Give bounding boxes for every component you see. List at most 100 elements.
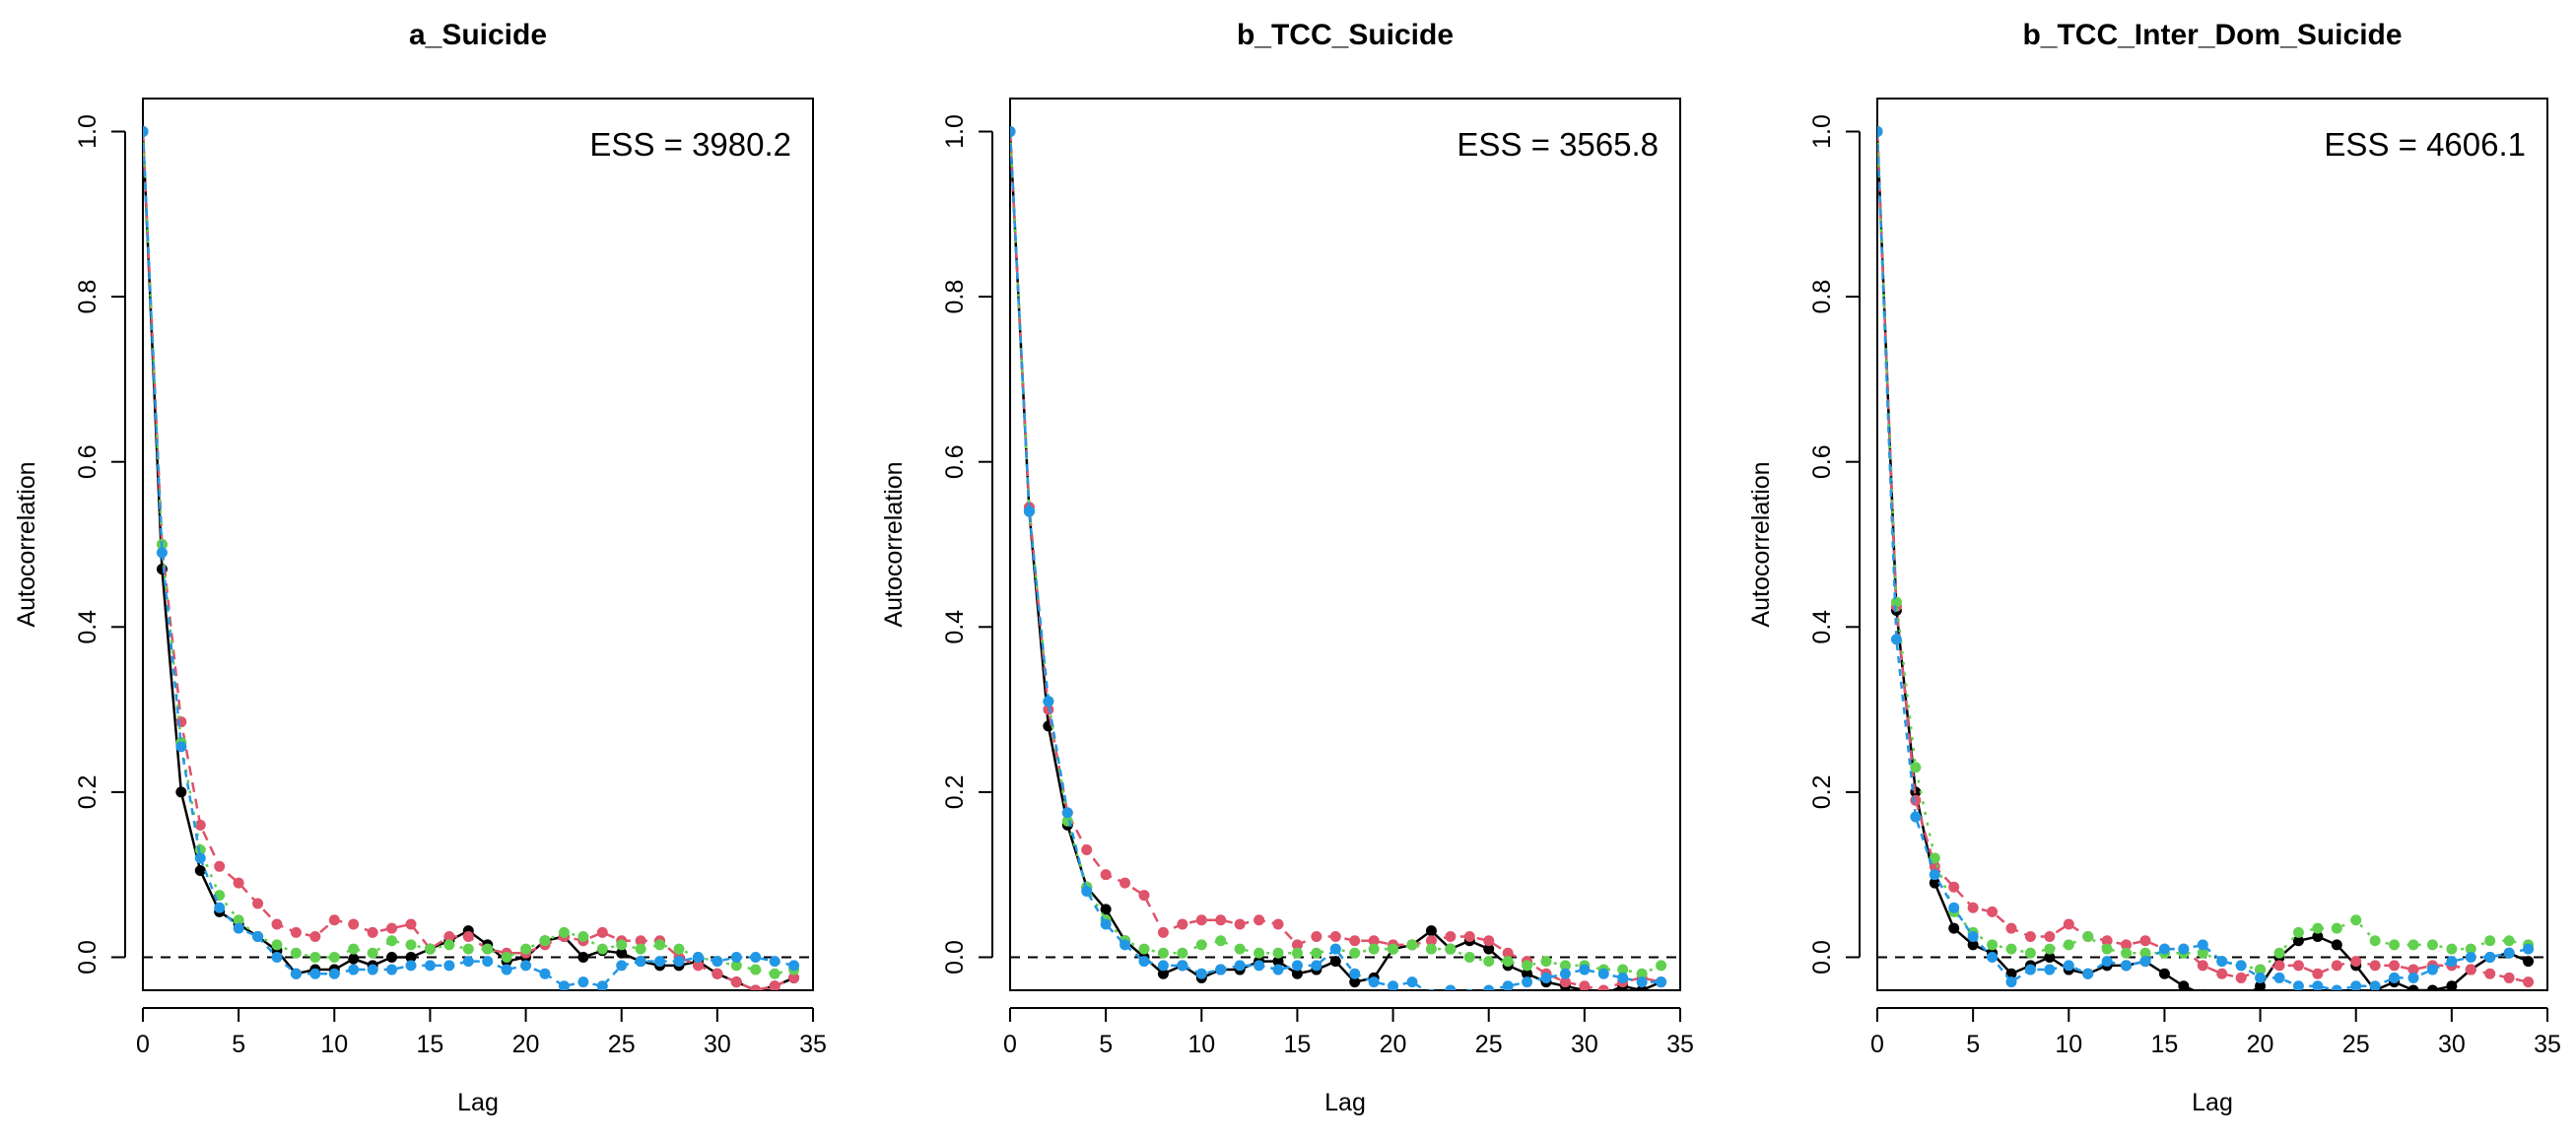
series-line (1877, 131, 2529, 990)
data-point (750, 964, 762, 975)
data-point (2312, 968, 2324, 979)
data-point (194, 819, 206, 831)
data-point (2369, 960, 2381, 972)
data-point (1910, 811, 1922, 823)
y-tick-label: 0.8 (941, 280, 969, 314)
data-point (252, 931, 264, 943)
data-point (309, 968, 321, 979)
data-point (2005, 922, 2017, 934)
data-point (328, 968, 340, 979)
x-tick-label: 20 (512, 1031, 540, 1058)
data-point (2044, 931, 2056, 943)
y-tick-label: 0.0 (74, 940, 102, 974)
data-point (654, 956, 666, 968)
data-point (2024, 964, 2036, 975)
x-axis: 0 5 10 15 20 25 30 35 (1003, 1007, 1694, 1058)
y-axis: 0.0 0.2 0.4 0.6 0.8 1.0 (941, 114, 993, 974)
data-point (558, 980, 570, 990)
data-point (2024, 931, 2036, 943)
data-point (2484, 968, 2496, 979)
x-tick-label: 0 (1003, 1031, 1017, 1058)
data-point (1656, 976, 1667, 988)
data-point (2292, 980, 2304, 990)
data-point (1948, 881, 1960, 893)
series-1 (1010, 126, 1667, 990)
series-line (1010, 131, 1661, 990)
data-point (501, 951, 512, 963)
data-point (2465, 951, 2476, 963)
data-point (424, 960, 436, 972)
data-point (1177, 960, 1188, 972)
data-point (1388, 980, 1399, 990)
data-point (1157, 926, 1169, 938)
data-point (788, 960, 800, 972)
series-3 (1010, 126, 1667, 979)
data-point (1967, 902, 1979, 913)
data-point (2121, 939, 2133, 951)
data-point (2235, 960, 2247, 972)
data-point (2178, 943, 2190, 955)
data-point (2350, 980, 2362, 990)
data-point (175, 741, 187, 753)
x-tick-label: 20 (2247, 1031, 2274, 1058)
data-point (1119, 877, 1131, 889)
data-point (2121, 947, 2133, 959)
data-point (2407, 972, 2419, 983)
data-point (1291, 939, 1303, 951)
x-tick-label: 35 (2534, 1031, 2561, 1058)
data-point (2139, 947, 2151, 959)
data-point (2484, 951, 2496, 963)
data-point (1425, 943, 1437, 955)
data-point (2236, 993, 2247, 1004)
data-point (1406, 939, 1418, 951)
data-point (1617, 972, 1629, 983)
data-point (1465, 988, 1473, 990)
data-point (290, 926, 302, 938)
data-point (405, 960, 417, 972)
data-point (1010, 126, 1016, 138)
data-point (1311, 960, 1322, 972)
data-point (1929, 869, 1940, 881)
series-4 (1010, 126, 1667, 990)
data-point (1579, 964, 1591, 975)
data-point (1349, 935, 1361, 947)
data-point (2484, 935, 2496, 947)
data-point (462, 943, 474, 955)
data-point (348, 918, 360, 930)
data-point (386, 922, 398, 934)
data-point (1559, 976, 1571, 988)
data-point (348, 943, 360, 955)
data-point (1948, 922, 1960, 934)
data-point (2446, 980, 2458, 990)
series-2 (143, 126, 800, 990)
data-point (596, 980, 608, 990)
data-point (367, 926, 378, 938)
data-point (2446, 943, 2458, 955)
series-line (143, 131, 794, 988)
data-point (2446, 956, 2458, 968)
data-point (1272, 947, 1284, 959)
x-tick-label: 0 (1870, 1031, 1884, 1058)
data-point (1272, 956, 1284, 968)
data-point (539, 968, 551, 979)
series-3 (1877, 126, 2535, 975)
data-point (1157, 960, 1169, 972)
data-point (2273, 960, 2285, 972)
data-point (1559, 960, 1571, 972)
data-point (1890, 634, 1902, 645)
y-axis-label: Autocorrelation (13, 461, 40, 627)
data-point (1483, 943, 1495, 955)
data-point (596, 943, 608, 955)
data-point (2235, 972, 2247, 983)
data-point (1656, 960, 1667, 972)
data-point (1157, 968, 1169, 979)
x-tick-label: 15 (2151, 1031, 2179, 1058)
data-point (2273, 972, 2285, 983)
data-point (2331, 984, 2342, 990)
data-point (1195, 968, 1207, 979)
data-point (367, 947, 378, 959)
data-point (2063, 960, 2074, 972)
data-point (1483, 956, 1495, 968)
plot-frame (142, 98, 814, 991)
data-point (1349, 947, 1361, 959)
